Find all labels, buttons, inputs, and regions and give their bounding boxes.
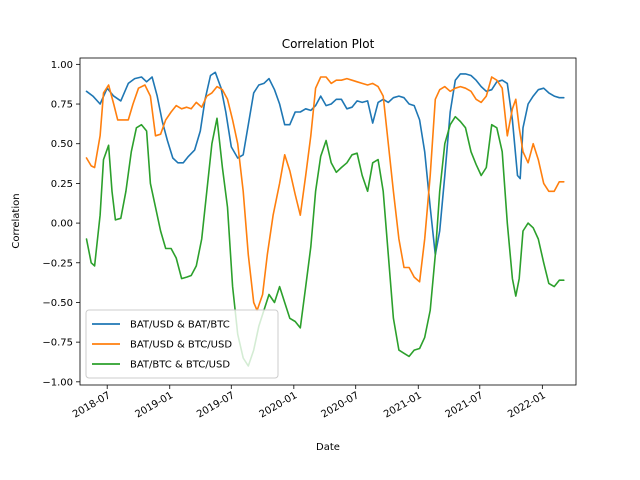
y-axis: −1.00 −0.75 −0.50 −0.25 0.00 0.25 0.50 0.75 1.00: [42, 60, 80, 388]
legend-label: BAT/BTC & BTC/USD: [130, 360, 230, 371]
legend-label: BAT/USD & BTC/USD: [130, 340, 232, 351]
y-tick-label: −0.75: [42, 338, 73, 349]
plot-series: [85, 71, 565, 367]
y-tick-label: 0.00: [51, 219, 73, 230]
series-line-1: [85, 71, 565, 256]
plot-frame: [79, 57, 577, 386]
chart-title: Correlation Plot: [282, 37, 375, 51]
y-tick-label: 0.25: [51, 179, 73, 190]
series-line-2: [85, 76, 565, 312]
y-tick-label: 0.50: [51, 139, 73, 150]
series-line-3: [85, 115, 565, 367]
y-tick-label: 1.00: [51, 60, 73, 71]
y-tick-label: −0.25: [42, 258, 73, 269]
legend-label: BAT/USD & BAT/BTC: [130, 320, 230, 331]
y-tick-label: 0.75: [51, 100, 73, 111]
y-axis-title: Correlation: [11, 193, 22, 248]
x-axis-title: Date: [316, 442, 340, 453]
legend: BAT/USD & BAT/BTC BAT/USD & BTC/USD BAT/BT…: [85, 309, 279, 379]
y-tick-label: −1.00: [42, 377, 73, 388]
y-tick-label: −0.50: [42, 298, 73, 309]
legend-box: [85, 309, 279, 379]
